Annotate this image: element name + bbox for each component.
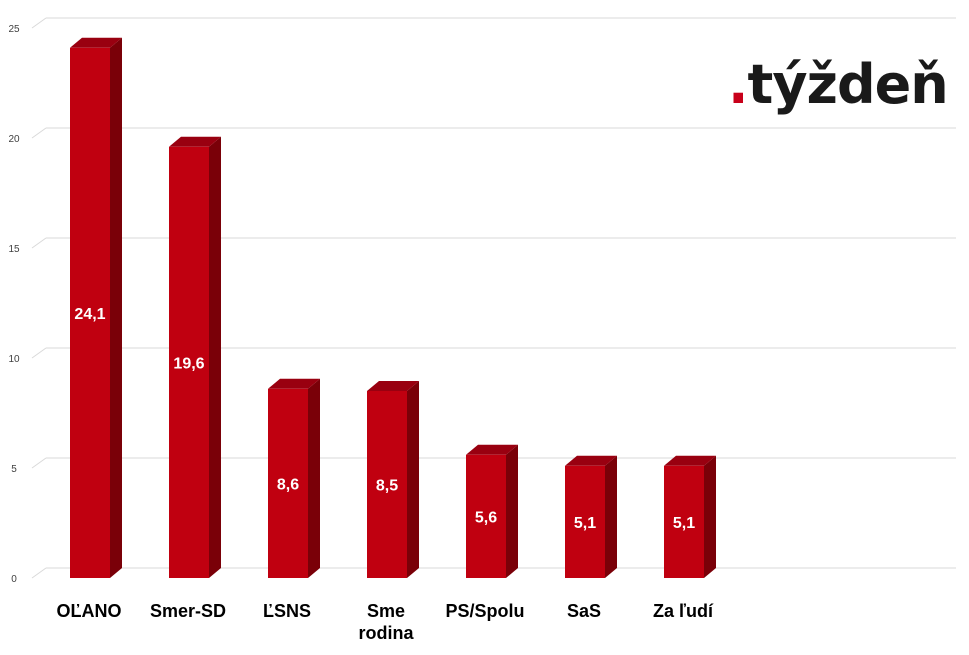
- y-tick-label-15: 15: [8, 244, 20, 255]
- data-label-4: 5,6: [475, 509, 497, 526]
- bar-top-0: [70, 37, 122, 48]
- gridline-depth-15: [31, 237, 47, 249]
- data-label-0: 24,1: [74, 306, 105, 323]
- bar-side-4: [506, 444, 518, 578]
- bar-top-2: [268, 378, 320, 389]
- bar-0: [70, 47, 110, 579]
- tyzden-logo: .týždeň: [728, 58, 949, 112]
- bar-5: [565, 465, 605, 578]
- gridline-depth-10: [31, 347, 47, 359]
- data-label-5: 5,1: [574, 515, 596, 532]
- bar-4: [466, 454, 506, 578]
- y-tick-label-10: 10: [8, 354, 20, 365]
- data-label-1: 19,6: [173, 355, 204, 372]
- x-tick-label-5: SaS: [567, 601, 601, 621]
- x-tick-label-6: Za ľudí: [653, 601, 714, 621]
- x-tick-label-0: OĽANO: [57, 601, 122, 621]
- bar-side-2: [308, 378, 320, 578]
- bar-1: [169, 146, 209, 579]
- y-tick-label-0: 0: [11, 574, 17, 585]
- bar-side-6: [704, 455, 716, 578]
- gridline-depth-5: [31, 457, 47, 469]
- bar-top-3: [367, 381, 419, 391]
- bar-3: [367, 391, 407, 578]
- y-tick-label-5: 5: [11, 464, 17, 475]
- x-tick-label-4: PS/Spolu: [445, 601, 524, 621]
- x-tick-label-3: Sme rodina: [358, 601, 414, 643]
- bar-side-0: [110, 37, 122, 579]
- y-tick-label-20: 20: [8, 134, 20, 145]
- y-tick-label-25: 25: [8, 24, 20, 35]
- data-label-6: 5,1: [673, 515, 695, 532]
- bar-6: [664, 465, 704, 578]
- gridline-depth-20: [31, 127, 47, 139]
- gridline-depth-0: [31, 567, 47, 579]
- data-label-2: 8,6: [277, 476, 299, 493]
- x-tick-label-2: ĽSNS: [263, 601, 311, 621]
- logo-dot: .: [728, 53, 748, 116]
- bar-side-3: [407, 381, 419, 578]
- data-label-3: 8,5: [376, 478, 398, 495]
- bar-top-5: [565, 455, 617, 466]
- bar-top-1: [169, 136, 221, 147]
- bar-top-4: [466, 444, 518, 455]
- bar-side-5: [605, 455, 617, 578]
- bar-2: [268, 388, 308, 578]
- bar-top-6: [664, 455, 716, 466]
- logo-text: týždeň: [747, 53, 949, 116]
- x-tick-label-1: Smer-SD: [150, 601, 226, 621]
- gridline-depth-25: [31, 17, 47, 29]
- bar-side-1: [209, 136, 221, 579]
